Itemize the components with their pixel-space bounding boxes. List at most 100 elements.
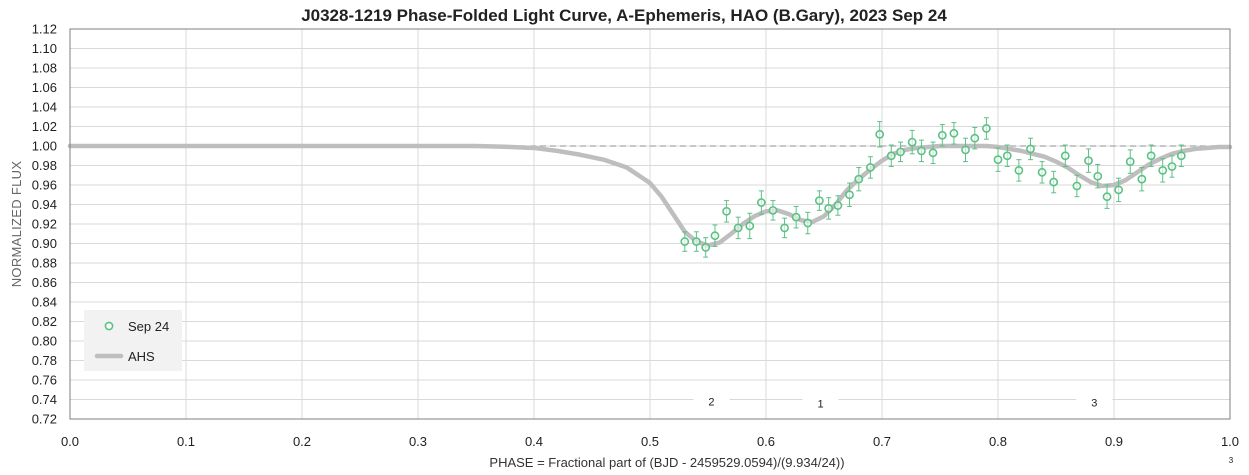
data-point bbox=[814, 190, 824, 211]
data-marker bbox=[854, 174, 864, 184]
y-tick-label: 0.98 bbox=[32, 158, 57, 173]
data-point bbox=[1093, 164, 1103, 189]
data-marker bbox=[1158, 165, 1168, 175]
legend-label-sep-24: Sep 24 bbox=[128, 319, 169, 334]
y-tick-label: 0.86 bbox=[32, 275, 57, 290]
data-point bbox=[1146, 144, 1156, 167]
data-point bbox=[1158, 158, 1168, 183]
data-marker bbox=[845, 190, 854, 200]
x-tick-label: 0.9 bbox=[1105, 434, 1123, 449]
y-tick-label: 0.92 bbox=[32, 217, 57, 232]
data-marker bbox=[814, 196, 824, 205]
data-marker bbox=[1049, 177, 1059, 187]
y-tick-label: 1.10 bbox=[32, 41, 57, 56]
y-tick-label: 1.08 bbox=[32, 61, 57, 76]
x-tick-label: 0.0 bbox=[61, 434, 79, 449]
y-tick-label: 0.96 bbox=[32, 178, 57, 193]
data-point bbox=[1002, 144, 1012, 167]
data-marker bbox=[1176, 151, 1186, 161]
y-tick-label: 1.04 bbox=[32, 100, 57, 115]
data-marker bbox=[756, 198, 766, 207]
y-tick-label: 1.00 bbox=[32, 139, 57, 154]
x-tick-label: 0.2 bbox=[293, 434, 311, 449]
data-point bbox=[701, 237, 711, 258]
data-point bbox=[1137, 166, 1147, 192]
y-tick-label: 0.82 bbox=[32, 314, 57, 329]
data-point bbox=[1049, 170, 1059, 194]
data-marker bbox=[701, 242, 711, 252]
data-marker bbox=[768, 205, 778, 215]
data-marker bbox=[710, 231, 720, 241]
data-point bbox=[803, 211, 813, 235]
y-tick-label: 0.74 bbox=[32, 392, 57, 407]
data-marker bbox=[875, 129, 885, 139]
data-point bbox=[692, 231, 701, 252]
data-marker bbox=[733, 223, 743, 233]
data-marker bbox=[803, 218, 813, 228]
y-tick-label: 0.80 bbox=[32, 334, 57, 349]
y-tick-label: 0.72 bbox=[32, 412, 57, 427]
data-marker bbox=[928, 148, 938, 158]
data-marker bbox=[1167, 162, 1177, 171]
data-point bbox=[833, 195, 843, 216]
y-axis-title: NORMALIZED FLUX bbox=[9, 161, 24, 288]
data-marker bbox=[982, 124, 991, 133]
legend-marker-sep-24 bbox=[104, 321, 114, 331]
x-tick-label: 0.3 bbox=[409, 434, 427, 449]
data-marker bbox=[907, 137, 917, 147]
corner-mark: 3 bbox=[1229, 456, 1234, 465]
x-tick-label: 0.7 bbox=[873, 434, 891, 449]
data-marker bbox=[993, 155, 1003, 165]
data-point bbox=[1037, 161, 1047, 184]
data-point bbox=[886, 144, 896, 167]
data-marker bbox=[1093, 171, 1103, 181]
data-marker bbox=[1125, 157, 1135, 166]
data-marker bbox=[1072, 181, 1082, 191]
data-point bbox=[917, 139, 926, 163]
annotations: 2 1 3 bbox=[693, 394, 1113, 411]
data-point bbox=[1026, 137, 1035, 161]
series-sep-24 bbox=[680, 117, 1186, 258]
x-tick-label: 0.5 bbox=[641, 434, 659, 449]
y-tick-label: 0.78 bbox=[32, 353, 57, 368]
x-tick-label: 1.0 bbox=[1221, 434, 1239, 449]
x-tick-label: 0.1 bbox=[177, 434, 195, 449]
data-marker bbox=[866, 163, 875, 172]
legend-box bbox=[84, 310, 182, 371]
y-tick-label: 1.02 bbox=[32, 119, 57, 134]
x-axis-tick-labels: 0.0 0.1 0.2 0.3 0.4 0.5 0.6 0.7 0.8 0.9 1.0 bbox=[61, 434, 1239, 449]
data-point bbox=[1125, 149, 1135, 174]
data-point bbox=[845, 182, 854, 207]
data-marker bbox=[1026, 144, 1035, 154]
data-marker bbox=[970, 133, 980, 143]
y-axis-tick-labels: 0.72 0.74 0.76 0.78 0.80 0.82 0.84 0.86 0.88 0.90… bbox=[32, 22, 57, 427]
data-point bbox=[780, 217, 789, 239]
data-marker bbox=[780, 223, 789, 233]
annotation-label: 3 bbox=[1091, 397, 1097, 409]
data-point bbox=[854, 166, 864, 192]
y-tick-label: 0.84 bbox=[32, 295, 57, 310]
data-point bbox=[928, 141, 938, 165]
data-marker bbox=[1084, 156, 1093, 166]
data-marker bbox=[833, 201, 843, 210]
y-tick-label: 0.94 bbox=[32, 197, 57, 212]
data-marker bbox=[1014, 165, 1024, 175]
data-marker bbox=[1102, 192, 1112, 202]
data-marker bbox=[896, 147, 905, 157]
data-point bbox=[768, 200, 778, 221]
data-point bbox=[710, 224, 720, 247]
data-marker bbox=[745, 221, 755, 231]
data-marker bbox=[1137, 174, 1147, 184]
data-marker bbox=[1114, 185, 1124, 195]
data-point bbox=[791, 205, 801, 229]
data-marker bbox=[1146, 151, 1156, 161]
data-marker bbox=[949, 128, 959, 138]
data-point bbox=[1167, 155, 1177, 178]
chart-title: J0328-1219 Phase-Folded Light Curve, A-E… bbox=[301, 6, 947, 25]
data-point bbox=[1102, 184, 1112, 209]
gridlines bbox=[69, 28, 1231, 420]
y-tick-label: 1.12 bbox=[32, 22, 57, 37]
data-marker bbox=[791, 212, 801, 222]
data-point bbox=[896, 141, 905, 163]
